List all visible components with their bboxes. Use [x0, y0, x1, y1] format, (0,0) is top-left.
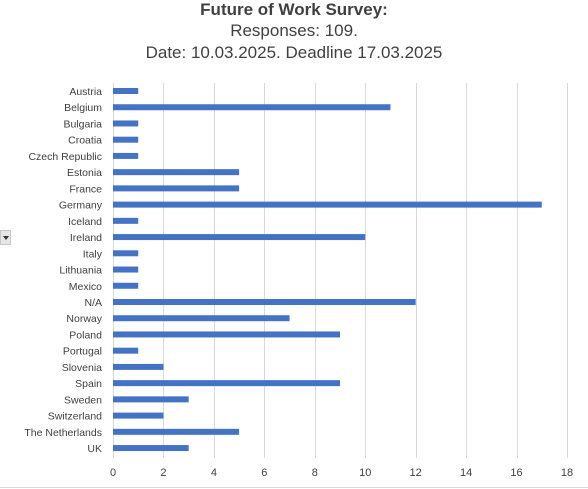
bar	[113, 445, 189, 452]
category-label: Poland	[69, 329, 102, 341]
category-label: Spain	[75, 378, 102, 390]
x-tick-label: 6	[261, 467, 267, 479]
bar	[113, 104, 391, 111]
bar	[113, 152, 139, 159]
bar	[113, 136, 139, 143]
category-label: UK	[87, 443, 102, 455]
bar	[113, 412, 164, 419]
bar	[113, 185, 240, 192]
category-label: The Netherlands	[24, 427, 102, 439]
category-label: Lithuania	[59, 265, 102, 277]
bar	[113, 282, 139, 289]
bar	[113, 428, 240, 435]
bar	[113, 234, 366, 241]
category-label: Ireland	[70, 232, 102, 244]
category-label: Belgium	[64, 102, 102, 114]
x-tick-label: 4	[211, 467, 217, 479]
category-label: Italy	[83, 248, 103, 260]
x-tick-label: 2	[160, 467, 166, 479]
x-tick-label: 0	[110, 467, 116, 479]
bar	[113, 347, 139, 354]
x-tick-label: 12	[410, 467, 422, 479]
x-tick-label: 16	[510, 467, 522, 479]
x-tick-label: 14	[460, 467, 472, 479]
chart-subtitle-dates: Date: 10.03.2025. Deadline 17.03.2025	[145, 43, 443, 62]
bottom-divider	[0, 487, 588, 488]
chart-subtitle-responses: Responses: 109.	[230, 21, 358, 40]
chevron-down-icon[interactable]	[0, 230, 11, 245]
bar	[113, 315, 290, 322]
x-tick-label: 18	[561, 467, 573, 479]
category-label: Norway	[66, 313, 102, 325]
bar	[113, 298, 416, 305]
bar	[113, 217, 139, 224]
bar	[113, 331, 340, 338]
category-label: Mexico	[69, 281, 102, 293]
chart-title: Future of Work Survey:	[200, 0, 388, 19]
x-tick-label: 8	[312, 467, 318, 479]
category-label: Portugal	[63, 346, 102, 358]
bar	[113, 88, 139, 94]
category-label: Bulgaria	[63, 118, 102, 130]
category-label: N/A	[84, 297, 102, 309]
bar	[113, 380, 340, 387]
x-tick-label: 10	[359, 467, 371, 479]
category-label: Estonia	[67, 167, 102, 179]
category-label: Switzerland	[48, 411, 102, 423]
category-label: Croatia	[68, 135, 102, 147]
category-label: Iceland	[68, 216, 102, 228]
bar	[113, 266, 139, 273]
bar	[113, 169, 240, 176]
category-label: Germany	[59, 200, 103, 212]
bar	[113, 396, 189, 403]
category-label: Slovenia	[62, 362, 102, 374]
bar	[113, 363, 164, 370]
bar	[113, 201, 542, 208]
category-label: Sweden	[64, 394, 102, 406]
bar	[113, 120, 139, 127]
category-label: Czech Republic	[28, 151, 102, 163]
bar	[113, 250, 139, 257]
category-label: France	[69, 183, 102, 195]
category-label: Austria	[69, 86, 102, 98]
